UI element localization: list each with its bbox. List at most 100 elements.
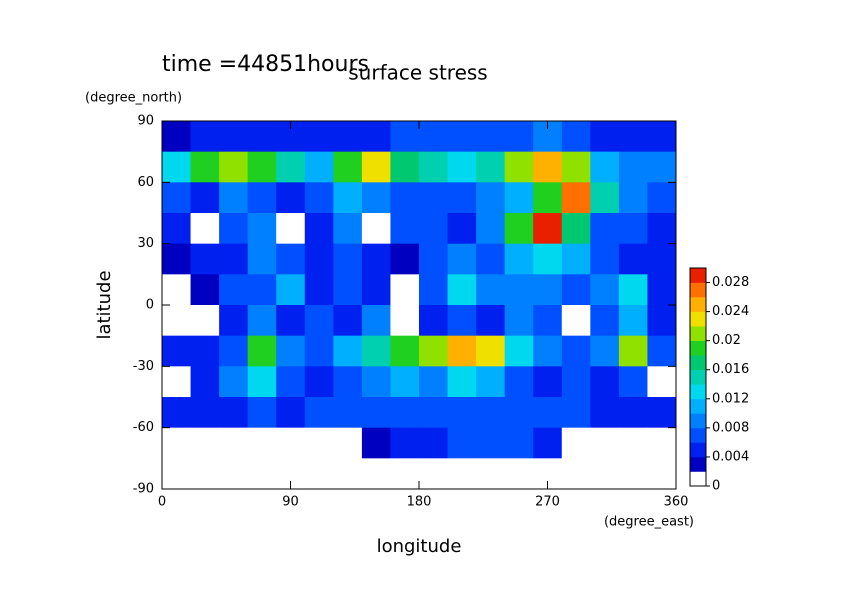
colorbar-swatch <box>690 282 706 298</box>
axes: 0 90 180 270 360 90 60 30 0 -30 -60 -90 0 0.004 0.008 0… <box>133 114 749 510</box>
field-cell <box>447 213 477 245</box>
colorbar-tick-label: 0.024 <box>712 304 749 319</box>
field-cell <box>304 305 334 337</box>
field-cell <box>190 305 220 337</box>
field-cell <box>162 427 192 459</box>
field-cell <box>618 305 648 337</box>
field-cell <box>533 427 563 459</box>
field-cell <box>447 182 477 214</box>
field-cell <box>561 305 591 337</box>
colorbar-tick-label: 0.028 <box>712 275 749 290</box>
field-cell <box>590 213 620 245</box>
field-cell <box>190 274 220 306</box>
field-cell <box>533 305 563 337</box>
field-cell <box>561 243 591 275</box>
colorbar-tick-label: 0.012 <box>712 391 749 406</box>
colorbar-frame <box>689 267 707 487</box>
field-cell <box>304 274 334 306</box>
field-cell <box>561 335 591 367</box>
field-cell <box>618 397 648 429</box>
y-tick-label: -60 <box>133 420 154 435</box>
field-cell <box>190 366 220 398</box>
field-cell <box>247 397 277 429</box>
field-cell <box>390 151 420 183</box>
field-cell <box>304 427 334 459</box>
field-cell <box>476 243 506 275</box>
field-cell <box>561 121 591 153</box>
field-cell <box>561 151 591 183</box>
field-cell <box>476 458 506 490</box>
colorbar-swatch <box>690 471 706 487</box>
field-cell <box>590 182 620 214</box>
field-cell <box>190 121 220 153</box>
field-cell <box>561 366 591 398</box>
field-cell <box>190 397 220 429</box>
y-axis-label: latitude <box>94 270 115 339</box>
field-cell <box>333 121 363 153</box>
colorbar-swatch <box>690 456 706 472</box>
field-cell <box>533 274 563 306</box>
colorbar-swatch <box>690 427 706 443</box>
field-cell <box>333 458 363 490</box>
field-cell <box>276 335 306 367</box>
field-cell <box>390 213 420 245</box>
field-cell <box>419 335 449 367</box>
field-cell <box>504 427 534 459</box>
field-cell <box>419 427 449 459</box>
field-cell <box>162 243 192 275</box>
field-cell <box>162 213 192 245</box>
field-cell <box>219 274 249 306</box>
colorbar-tick-label: 0.016 <box>712 362 749 377</box>
field-cell <box>590 366 620 398</box>
field-cell <box>647 305 677 337</box>
colorbar-tick-label: 0.008 <box>712 420 749 435</box>
y-tick-label: 30 <box>137 236 154 251</box>
field-cell <box>618 182 648 214</box>
field-cell <box>590 274 620 306</box>
colorbar-swatch <box>690 268 706 283</box>
field-cell <box>276 397 306 429</box>
field-cell <box>162 182 192 214</box>
field-cell <box>190 335 220 367</box>
field-cell <box>618 427 648 459</box>
chart-subtitle: time =44851hours <box>162 52 369 77</box>
field-cell <box>447 427 477 459</box>
field-cell <box>476 305 506 337</box>
field-cell <box>647 121 677 153</box>
field-cell <box>561 427 591 459</box>
field-cell <box>647 151 677 183</box>
field-cell <box>419 182 449 214</box>
field-cell <box>219 397 249 429</box>
field-cell <box>504 366 534 398</box>
field-cell <box>419 366 449 398</box>
field-cell <box>618 213 648 245</box>
field-cell <box>419 121 449 153</box>
field-cell <box>304 182 334 214</box>
field-cell <box>361 274 391 306</box>
field-cell <box>419 458 449 490</box>
field-cell <box>533 366 563 398</box>
field-cell <box>504 305 534 337</box>
field-cell <box>390 458 420 490</box>
field-cell <box>190 213 220 245</box>
field-cell <box>361 243 391 275</box>
colorbar-swatch <box>690 398 706 414</box>
field-cell <box>561 397 591 429</box>
field-cell <box>333 397 363 429</box>
colorbar-tick-label: 0.004 <box>712 449 749 464</box>
field-cell <box>447 335 477 367</box>
colorbar-tick-label: 0 <box>712 479 720 494</box>
field-cell <box>190 151 220 183</box>
field-cell <box>618 274 648 306</box>
field-cell <box>304 335 334 367</box>
y-unit: (degree_north) <box>85 91 182 106</box>
field-cell <box>476 335 506 367</box>
y-tick-label: -30 <box>133 359 154 374</box>
field-cell <box>590 397 620 429</box>
colorbar-swatch <box>690 369 706 385</box>
field-cell <box>162 366 192 398</box>
field-cell <box>390 427 420 459</box>
field-cell <box>333 182 363 214</box>
field-cell <box>647 274 677 306</box>
